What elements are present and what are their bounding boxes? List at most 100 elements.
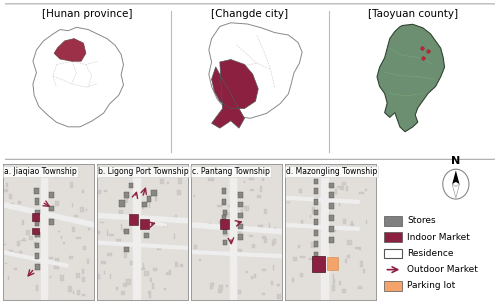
Bar [21, 240, 26, 241]
Bar [228, 206, 232, 207]
Bar [226, 285, 228, 287]
Bar [325, 191, 326, 195]
Bar [70, 257, 72, 259]
Bar [107, 253, 112, 256]
Bar [298, 245, 300, 248]
Bar [330, 226, 334, 232]
Text: [Changde city]: [Changde city] [212, 9, 288, 19]
Text: Outdoor Market: Outdoor Market [407, 265, 478, 274]
Bar [122, 291, 124, 295]
Bar [4, 263, 6, 264]
Bar [130, 261, 134, 264]
Bar [238, 224, 242, 229]
Bar [222, 215, 226, 221]
Bar [160, 179, 164, 184]
Bar [19, 251, 22, 254]
Bar [226, 212, 231, 217]
Bar [332, 285, 336, 291]
Bar [292, 278, 294, 282]
Bar [148, 291, 152, 293]
Text: d. Mazongling Township: d. Mazongling Township [286, 167, 377, 176]
Bar [155, 196, 157, 201]
Polygon shape [33, 27, 124, 127]
Bar [311, 242, 315, 248]
Bar [3, 244, 6, 245]
Bar [72, 227, 74, 232]
Bar [320, 208, 326, 212]
Text: [Hunan province]: [Hunan province] [42, 9, 132, 19]
Bar [264, 209, 268, 214]
Bar [217, 206, 222, 207]
Bar [241, 209, 243, 213]
Bar [49, 192, 54, 198]
Bar [314, 179, 318, 184]
Bar [34, 198, 39, 205]
Bar [76, 237, 80, 239]
Bar [238, 192, 242, 198]
Bar [72, 291, 74, 294]
Bar [36, 285, 38, 291]
Bar [250, 174, 254, 180]
Polygon shape [452, 184, 460, 198]
Bar [271, 281, 272, 285]
Bar [346, 186, 348, 191]
Bar [384, 216, 402, 225]
Bar [54, 201, 59, 206]
Bar [74, 215, 78, 217]
Bar [124, 246, 128, 252]
Bar [17, 241, 20, 246]
Bar [222, 240, 227, 245]
Bar [218, 289, 222, 293]
Bar [153, 268, 157, 271]
Text: Residence: Residence [407, 249, 454, 258]
Bar [80, 207, 84, 213]
Polygon shape [54, 39, 86, 61]
Bar [365, 189, 368, 191]
Bar [119, 210, 121, 214]
Text: Indoor Market: Indoor Market [407, 233, 470, 242]
Bar [322, 233, 324, 236]
Bar [322, 269, 324, 273]
Bar [169, 270, 170, 272]
Bar [194, 195, 195, 197]
Bar [194, 245, 198, 249]
Bar [34, 253, 39, 259]
Bar [336, 186, 342, 188]
Bar [72, 203, 74, 207]
Bar [329, 212, 330, 214]
Bar [97, 274, 100, 279]
Bar [211, 283, 214, 286]
Bar [172, 217, 174, 219]
Bar [224, 232, 228, 236]
Bar [209, 223, 211, 228]
Polygon shape [209, 23, 302, 118]
Bar [231, 262, 234, 265]
Bar [342, 181, 346, 185]
Bar [156, 248, 162, 250]
Bar [116, 287, 118, 289]
Bar [142, 203, 144, 209]
Polygon shape [452, 170, 460, 184]
Bar [97, 231, 100, 234]
Bar [254, 274, 256, 278]
Bar [314, 219, 318, 225]
Bar [104, 271, 106, 274]
Bar [359, 247, 361, 250]
Bar [262, 236, 266, 239]
Bar [300, 273, 304, 277]
Bar [238, 213, 242, 218]
Bar [125, 198, 128, 203]
Bar [262, 293, 265, 295]
Bar [22, 238, 25, 241]
Bar [345, 259, 347, 263]
Bar [244, 206, 245, 209]
Bar [333, 274, 334, 279]
Bar [330, 215, 334, 221]
Bar [273, 265, 274, 270]
Bar [350, 224, 354, 225]
Bar [310, 215, 312, 218]
Bar [77, 290, 80, 295]
Bar [136, 195, 138, 198]
Bar [258, 195, 260, 198]
Bar [238, 249, 242, 254]
